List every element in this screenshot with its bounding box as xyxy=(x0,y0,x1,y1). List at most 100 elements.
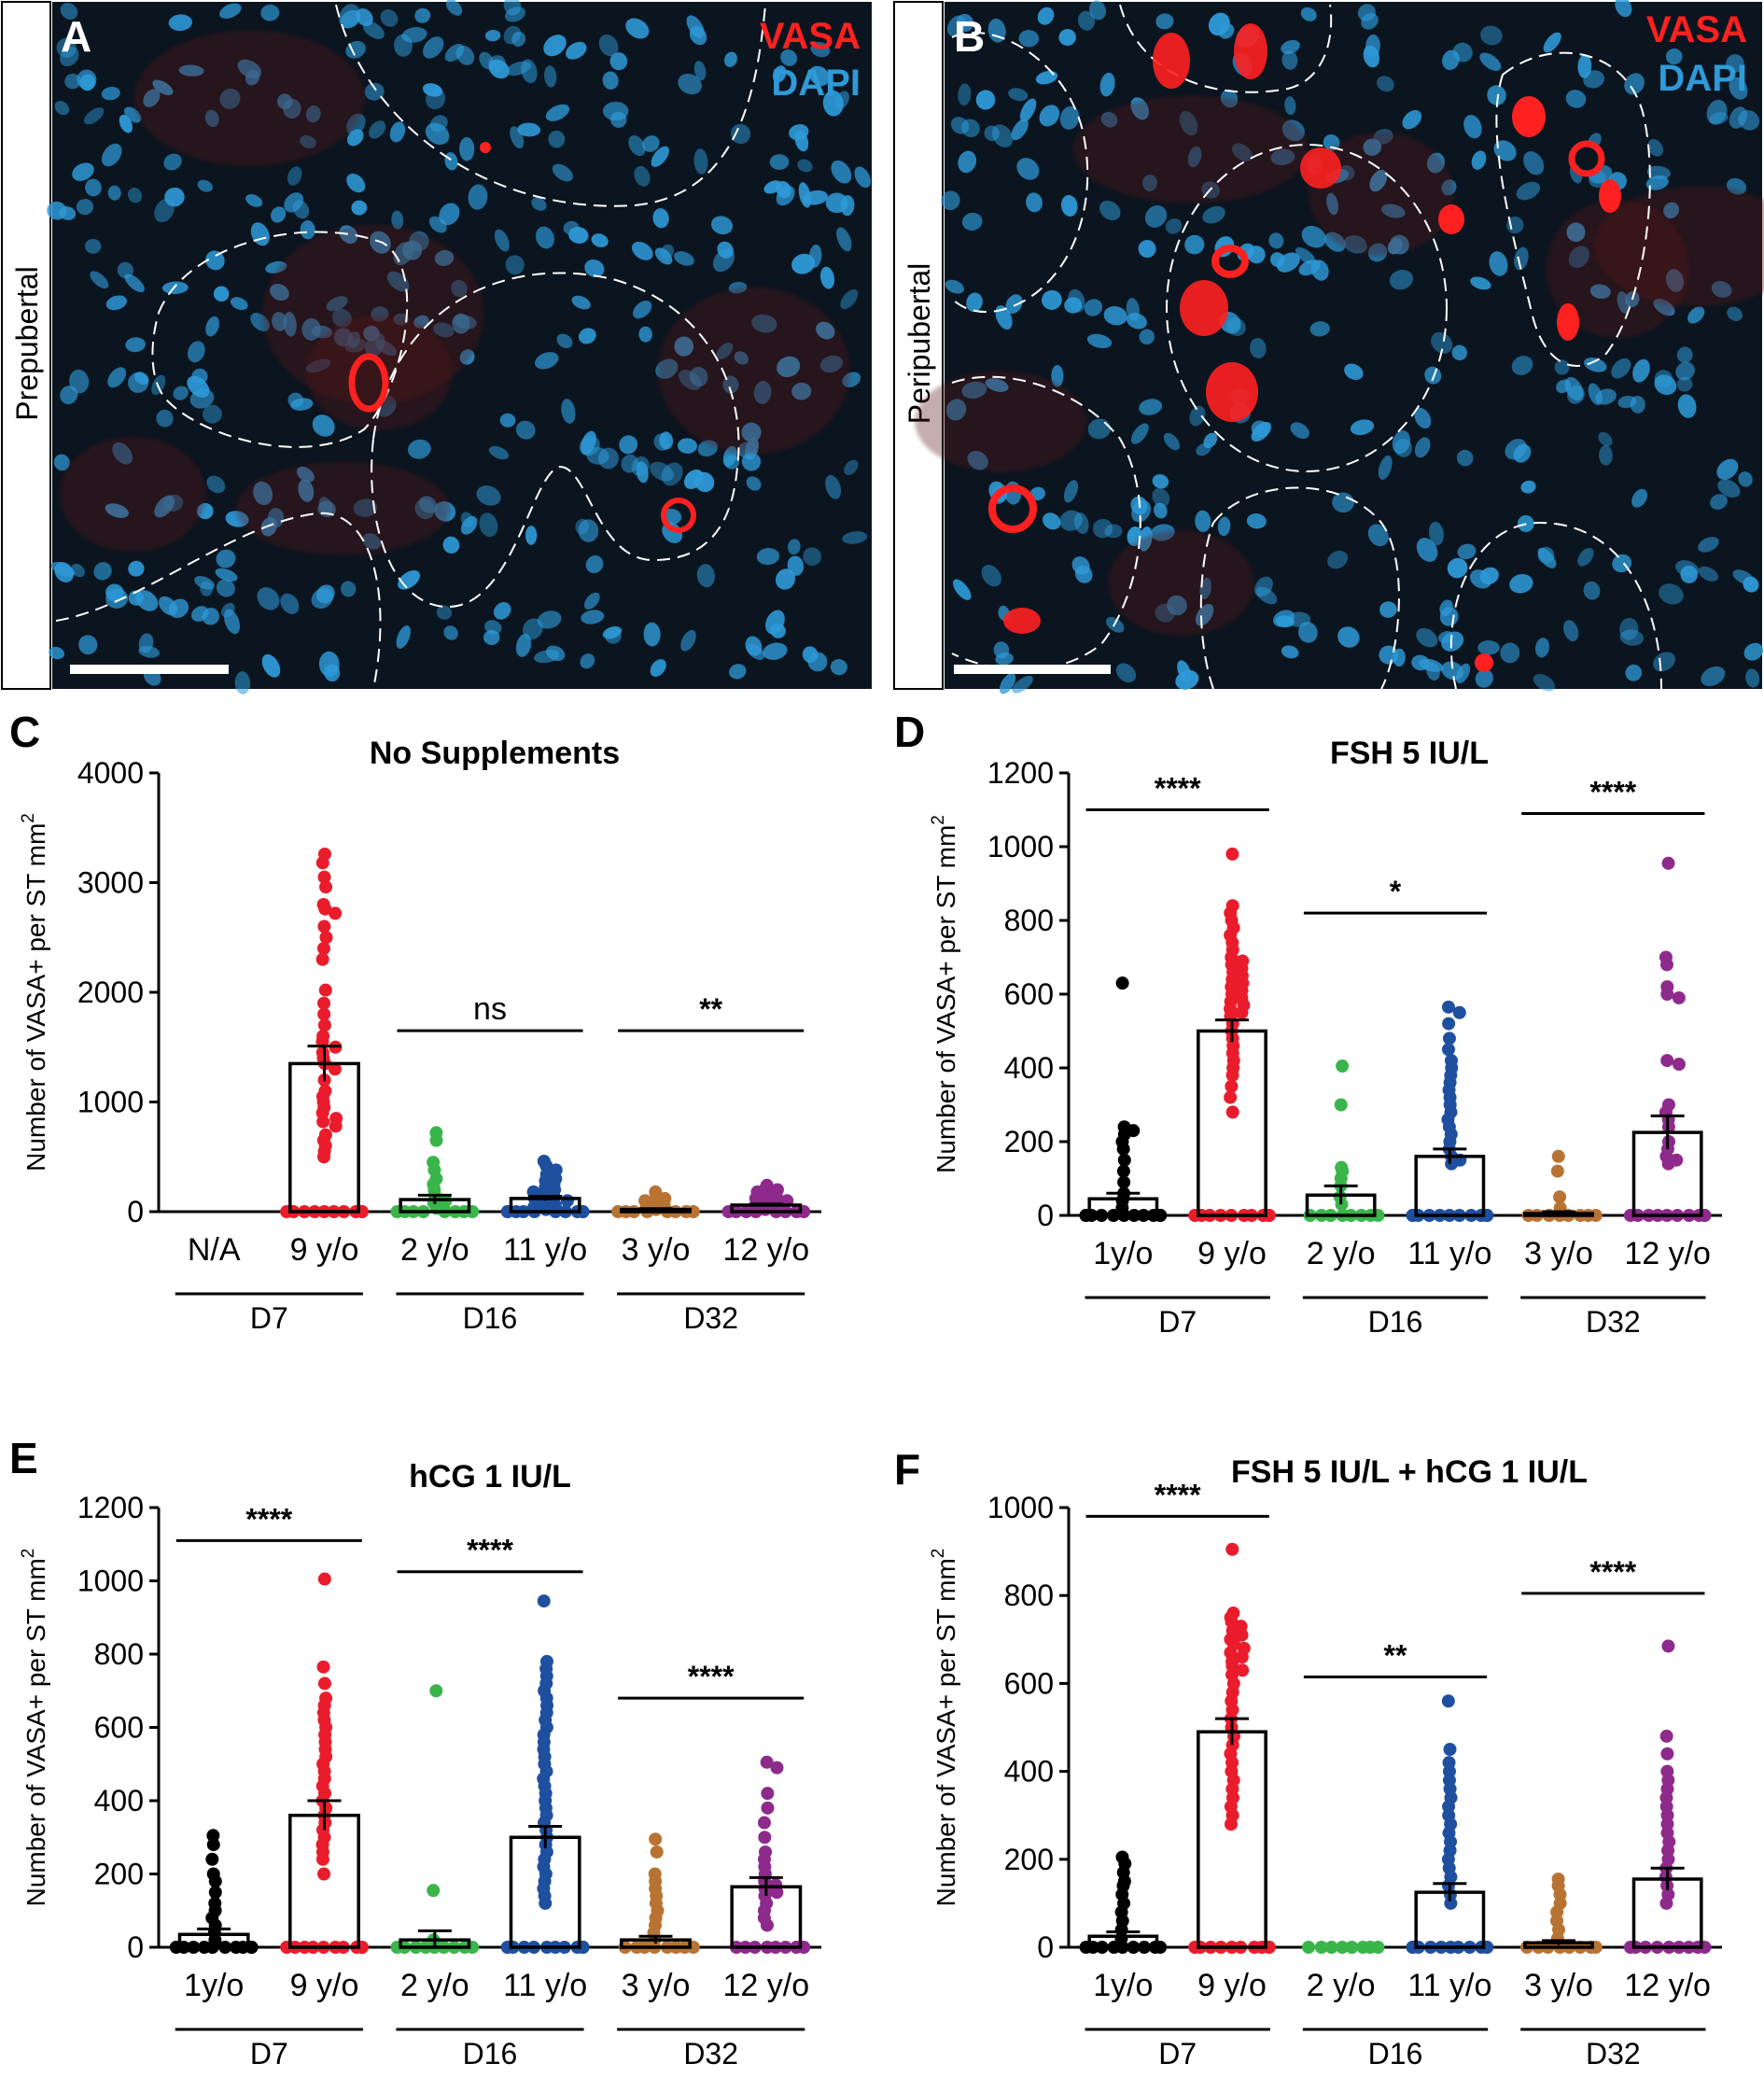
nucleus xyxy=(1431,331,1453,354)
nucleus xyxy=(422,83,443,97)
nucleus xyxy=(117,261,134,279)
nucleus xyxy=(1250,337,1267,358)
category-label: 9 y/o xyxy=(290,1232,359,1268)
nucleus xyxy=(479,512,498,538)
nucleus xyxy=(1088,0,1107,21)
category-label: 12 y/o xyxy=(1624,1236,1711,1271)
nucleus xyxy=(1706,99,1728,125)
nucleus xyxy=(654,247,673,265)
nucleus xyxy=(1016,158,1040,180)
data-point xyxy=(770,1761,784,1775)
category-label: 1y/o xyxy=(1093,1236,1153,1271)
nucleus xyxy=(107,367,127,388)
nucleus xyxy=(287,166,302,186)
category-label: 9 y/o xyxy=(290,1968,359,2003)
nucleus xyxy=(987,18,1006,43)
row-label-prepubertal: Prepubertal xyxy=(10,266,44,420)
nucleus xyxy=(531,197,547,211)
nucleus xyxy=(1554,359,1570,375)
nucleus xyxy=(1099,72,1115,97)
nucleus xyxy=(1177,660,1192,682)
nucleus xyxy=(168,14,192,32)
nucleus xyxy=(1051,364,1064,387)
category-label: 1y/o xyxy=(184,1968,244,2003)
nucleus xyxy=(60,386,78,404)
nucleus xyxy=(1063,480,1079,503)
data-point xyxy=(761,1787,775,1801)
category-label: 1y/o xyxy=(1093,1968,1153,2003)
nucleus xyxy=(788,539,801,555)
nucleus xyxy=(803,547,822,567)
nucleus xyxy=(1189,405,1206,427)
significance-label: ** xyxy=(1384,1638,1407,1672)
nucleus xyxy=(808,244,822,268)
nucleus xyxy=(1698,566,1719,582)
nucleus xyxy=(163,153,182,171)
data-point xyxy=(1661,856,1675,870)
data-point xyxy=(429,1133,443,1147)
y-tick-label: 1000 xyxy=(77,1086,144,1119)
nucleus xyxy=(56,37,77,58)
data-point xyxy=(757,1816,771,1830)
cytoplasm-patch xyxy=(657,287,850,455)
nucleus xyxy=(522,618,543,640)
data-point xyxy=(1660,1747,1674,1761)
data-point xyxy=(1553,1190,1567,1204)
nucleus xyxy=(642,135,660,152)
significance-label: **** xyxy=(245,1502,292,1536)
nucleus xyxy=(380,8,399,27)
nucleus xyxy=(1428,521,1444,546)
nucleus xyxy=(1272,610,1295,627)
nucleus xyxy=(632,301,652,319)
y-tick-label: 400 xyxy=(1004,1755,1054,1789)
nucleus xyxy=(1301,225,1326,248)
nucleus xyxy=(125,337,146,353)
nucleus xyxy=(1042,289,1062,310)
nucleus xyxy=(1563,620,1579,642)
nucleus xyxy=(958,83,972,106)
data-point xyxy=(1672,1058,1686,1072)
nucleus xyxy=(621,454,638,473)
data-point xyxy=(760,1918,774,1932)
data-point xyxy=(318,902,332,916)
nucleus xyxy=(503,25,522,45)
nucleus xyxy=(93,562,112,581)
nucleus xyxy=(205,250,225,271)
data-point xyxy=(758,1831,772,1845)
nucleus xyxy=(1071,556,1090,575)
nucleus xyxy=(566,41,587,60)
data-point xyxy=(1371,1941,1385,1954)
nucleus xyxy=(772,65,787,83)
nucleus xyxy=(1337,626,1360,648)
nucleus xyxy=(1165,218,1183,234)
group-label: D7 xyxy=(1158,1305,1197,1339)
y-tick-label: 600 xyxy=(1004,1666,1054,1700)
nucleus xyxy=(1479,567,1499,585)
nucleus xyxy=(1452,42,1473,63)
nucleus xyxy=(1457,543,1477,560)
nucleus xyxy=(230,297,248,311)
nucleus xyxy=(213,286,230,302)
nucleus xyxy=(1619,617,1639,640)
nucleus xyxy=(686,15,705,38)
data-point xyxy=(317,1018,331,1032)
data-point xyxy=(1336,1941,1350,1954)
y-axis-label: Number of VASA+ per ST mm2 xyxy=(19,813,50,1172)
chart-d: D FSH 5 IU/L Number of VASA+ per ST mm2 0 20… xyxy=(894,708,1722,1339)
legend-vasa-a: VASA xyxy=(760,16,861,57)
nucleus xyxy=(1514,246,1529,271)
nucleus xyxy=(1479,52,1502,71)
nucleus xyxy=(429,115,448,133)
nucleus xyxy=(1647,138,1663,157)
nucleus xyxy=(1284,96,1296,116)
data-point xyxy=(318,983,332,997)
nucleus xyxy=(257,587,280,610)
nucleus xyxy=(602,625,623,639)
nucleus xyxy=(798,182,812,208)
nucleus xyxy=(476,485,501,506)
cytoplasm-patch xyxy=(1108,530,1254,637)
nucleus xyxy=(941,190,960,211)
nucleus xyxy=(1154,502,1168,519)
tubule-outlines-a xyxy=(55,4,766,690)
data-point xyxy=(539,1896,553,1910)
